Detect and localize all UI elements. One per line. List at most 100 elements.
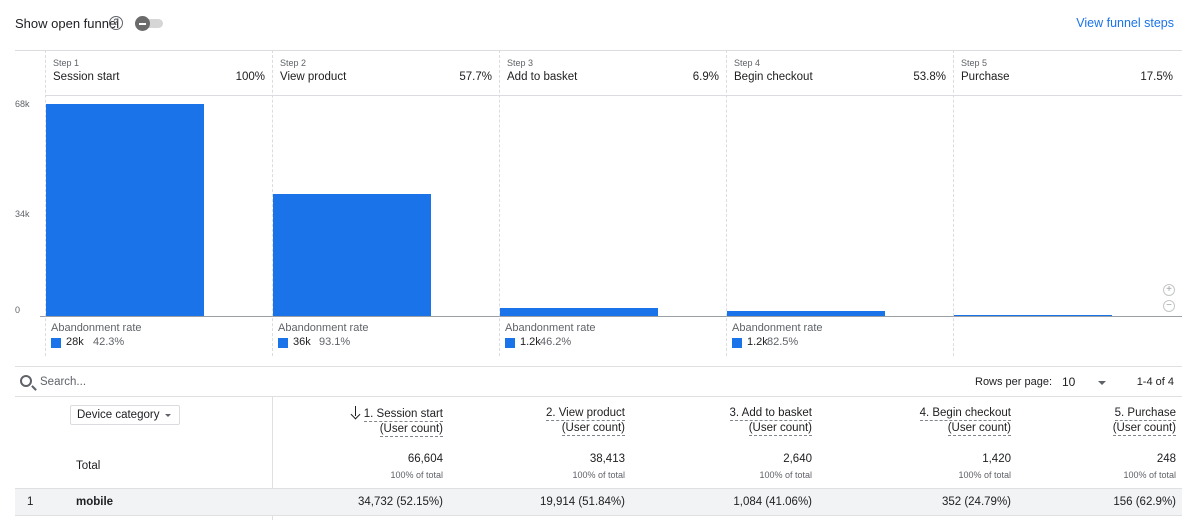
step-name: View product <box>280 71 347 83</box>
column-header[interactable]: 2. View product (User count) <box>545 406 625 436</box>
table-search-bar: Rows per page: 10 1-4 of 4 <box>15 366 1182 397</box>
row-index: 1 <box>27 496 34 508</box>
column-header-metric: (User count) <box>947 422 1011 436</box>
step-number: Step 5 <box>961 58 988 68</box>
row-dimension: mobile <box>76 496 114 508</box>
funnel-bar[interactable] <box>273 193 431 316</box>
toggle-knob <box>135 16 150 31</box>
total-value: 1,420 <box>982 453 1011 465</box>
funnel-step: Step 4 Begin checkout 53.8% Abandonment rat… <box>726 50 953 356</box>
column-header-title: 3. Add to basket <box>729 407 812 421</box>
open-funnel-toggle[interactable] <box>135 16 163 31</box>
step-completion-rate: 17.5% <box>1140 71 1173 83</box>
step-name: Begin checkout <box>734 71 813 83</box>
column-header[interactable]: 4. Begin checkout (User count) <box>919 406 1011 436</box>
abandonment-swatch <box>278 338 288 348</box>
column-header-title: 2. View product <box>545 407 625 421</box>
funnel-step: Step 1 Session start 100% Abandonment rate 2… <box>45 50 272 356</box>
step-number: Step 1 <box>53 58 80 68</box>
funnel-step: Step 2 View product 57.7% Abandonment rate 3… <box>272 50 499 356</box>
zoom-out-icon[interactable]: − <box>1163 300 1175 312</box>
abandonment-rate: 42.3% <box>93 336 125 348</box>
abandonment-label: Abandonment rate <box>278 322 369 334</box>
column-header[interactable]: 1. Session start (User count) <box>350 406 443 437</box>
total-value: 248 <box>1156 453 1176 465</box>
step-number: Step 3 <box>507 58 534 68</box>
table-cell: 352 (24.79%) <box>941 496 1011 508</box>
zoom-in-icon[interactable]: + <box>1163 284 1175 296</box>
step-completion-rate: 6.9% <box>692 71 719 83</box>
sort-descending-icon[interactable] <box>350 406 362 418</box>
step-name: Purchase <box>961 71 1010 83</box>
total-share: 100% of total <box>572 470 625 480</box>
y-tick-label: 34k <box>15 209 30 219</box>
column-header-title: 1. Session start <box>363 408 443 422</box>
abandonment-count: 28k <box>66 336 84 348</box>
abandonment-label: Abandonment rate <box>732 322 823 334</box>
dimension-select[interactable]: Device category <box>70 405 180 425</box>
abandonment-label: Abandonment rate <box>51 322 142 334</box>
column-header-title: 5. Purchase <box>1114 407 1176 421</box>
step-divider <box>953 50 954 356</box>
toggle-track <box>139 19 163 28</box>
total-cell: 38,413 100% of total <box>572 453 625 480</box>
total-cell: 66,604 100% of total <box>390 453 443 480</box>
total-cell: 2,640 100% of total <box>759 453 812 480</box>
help-circle-icon[interactable]: ? <box>109 16 123 30</box>
table-row[interactable]: 1 mobile 34,732 (52.15%) 19,914 (51.84%) 1… <box>15 488 1182 515</box>
step-name: Session start <box>53 71 120 83</box>
abandonment-count: 1.2k <box>520 336 541 348</box>
funnel-bar[interactable] <box>727 311 885 316</box>
funnel-toolbar: Show open funnel ? View funnel steps <box>0 0 1200 48</box>
total-value: 66,604 <box>407 453 443 465</box>
table-cell: 156 (62.9%) <box>1113 496 1176 508</box>
table-cell: 1,084 (41.06%) <box>733 496 812 508</box>
funnel-bar[interactable] <box>46 104 204 316</box>
total-cell: 248 100% of total <box>1123 453 1176 480</box>
total-share: 100% of total <box>1123 470 1176 480</box>
column-header-metric: (User count) <box>561 422 625 436</box>
funnel-bar[interactable] <box>500 307 658 316</box>
abandonment-rate: 82.5% <box>767 336 799 348</box>
step-completion-rate: 57.7% <box>459 71 492 83</box>
dimension-select-label: Device category <box>77 409 160 421</box>
column-divider <box>272 397 273 520</box>
funnel-table: Device category 1. Session start (User co… <box>15 397 1182 520</box>
abandonment-count: 36k <box>293 336 311 348</box>
step-divider <box>726 50 727 356</box>
chart-header-border <box>45 95 1182 96</box>
search-input[interactable] <box>40 373 340 391</box>
rows-per-page-select[interactable]: 10 <box>1062 375 1076 389</box>
chevron-down-icon[interactable] <box>1098 381 1106 385</box>
step-completion-rate: 100% <box>235 71 265 83</box>
table-cell: 34,732 (52.15%) <box>357 496 443 508</box>
caret-down-icon <box>165 414 171 417</box>
y-tick-label: 0 <box>15 305 21 315</box>
total-share: 100% of total <box>759 470 812 480</box>
abandonment-label: Abandonment rate <box>505 322 596 334</box>
step-divider <box>45 50 46 356</box>
chart-baseline <box>40 316 1182 317</box>
abandonment-swatch <box>732 338 742 348</box>
funnel-bar[interactable] <box>954 315 1112 316</box>
y-tick-label: 68k <box>15 99 30 109</box>
funnel-step: Step 3 Add to basket 6.9% Abandonment rate 1… <box>499 50 726 356</box>
total-row-label: Total <box>76 460 101 472</box>
rows-per-page-label: Rows per page: <box>975 376 1053 388</box>
abandonment-rate: 46.2% <box>540 336 572 348</box>
view-funnel-steps-link[interactable]: View funnel steps <box>1076 16 1174 30</box>
column-header[interactable]: 3. Add to basket (User count) <box>729 406 812 436</box>
step-completion-rate: 53.8% <box>913 71 946 83</box>
search-icon[interactable] <box>20 375 32 387</box>
column-header-metric: (User count) <box>379 423 443 437</box>
abandonment-rate: 93.1% <box>319 336 351 348</box>
column-header[interactable]: 5. Purchase (User count) <box>1112 406 1176 436</box>
open-funnel-label: Show open funnel <box>15 16 120 31</box>
total-share: 100% of total <box>958 470 1011 480</box>
funnel-step: Step 5 Purchase 17.5% <box>953 50 1180 356</box>
column-header-metric: (User count) <box>748 422 812 436</box>
step-name: Add to basket <box>507 71 578 83</box>
step-number: Step 4 <box>734 58 761 68</box>
table-cell: 19,914 (51.84%) <box>539 496 625 508</box>
abandonment-count: 1.2k <box>747 336 768 348</box>
